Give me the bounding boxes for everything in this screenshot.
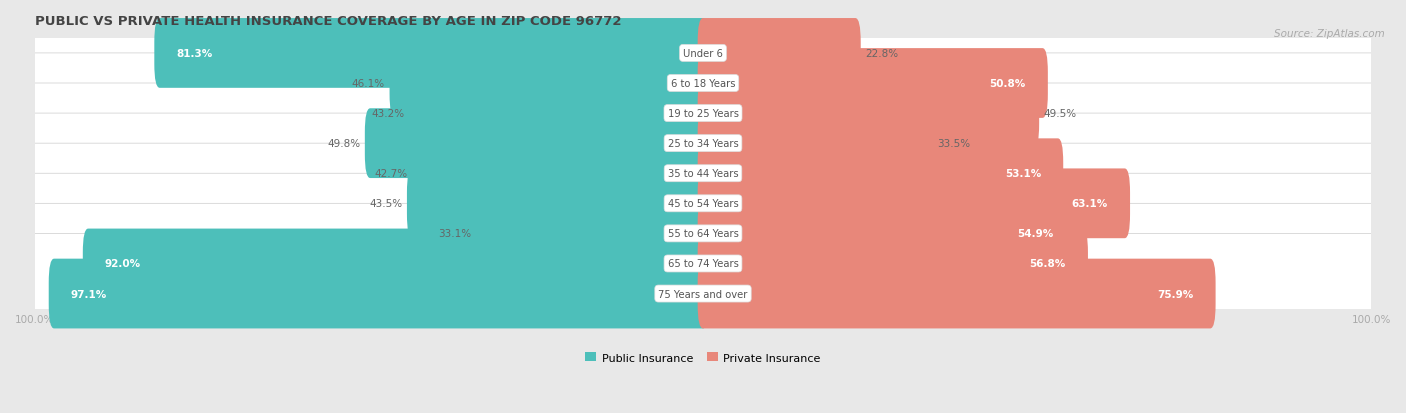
FancyBboxPatch shape (412, 139, 709, 209)
Text: 81.3%: 81.3% (176, 49, 212, 59)
FancyBboxPatch shape (389, 49, 709, 119)
FancyBboxPatch shape (477, 199, 709, 268)
FancyBboxPatch shape (25, 24, 1381, 144)
FancyBboxPatch shape (49, 259, 709, 329)
Text: Under 6: Under 6 (683, 49, 723, 59)
Text: 56.8%: 56.8% (1029, 259, 1066, 269)
Legend: Public Insurance, Private Insurance: Public Insurance, Private Insurance (585, 353, 821, 363)
FancyBboxPatch shape (697, 229, 1088, 299)
Text: PUBLIC VS PRIVATE HEALTH INSURANCE COVERAGE BY AGE IN ZIP CODE 96772: PUBLIC VS PRIVATE HEALTH INSURANCE COVER… (35, 15, 621, 28)
Text: 53.1%: 53.1% (1005, 169, 1042, 179)
Text: Source: ZipAtlas.com: Source: ZipAtlas.com (1274, 29, 1385, 39)
FancyBboxPatch shape (25, 84, 1381, 204)
FancyBboxPatch shape (697, 169, 1130, 239)
Text: 43.2%: 43.2% (371, 109, 405, 119)
FancyBboxPatch shape (25, 174, 1381, 294)
FancyBboxPatch shape (697, 49, 1047, 119)
Text: 42.7%: 42.7% (374, 169, 408, 179)
Text: 97.1%: 97.1% (70, 289, 107, 299)
Text: 19 to 25 Years: 19 to 25 Years (668, 109, 738, 119)
FancyBboxPatch shape (25, 0, 1381, 114)
FancyBboxPatch shape (25, 114, 1381, 234)
FancyBboxPatch shape (697, 139, 1063, 209)
FancyBboxPatch shape (25, 204, 1381, 324)
Text: 25 to 34 Years: 25 to 34 Years (668, 139, 738, 149)
FancyBboxPatch shape (406, 169, 709, 239)
Text: 65 to 74 Years: 65 to 74 Years (668, 259, 738, 269)
Text: 75.9%: 75.9% (1157, 289, 1194, 299)
Text: 33.1%: 33.1% (439, 229, 472, 239)
Text: 92.0%: 92.0% (105, 259, 141, 269)
Text: 75 Years and over: 75 Years and over (658, 289, 748, 299)
Text: 45 to 54 Years: 45 to 54 Years (668, 199, 738, 209)
FancyBboxPatch shape (409, 79, 709, 149)
Text: 55 to 64 Years: 55 to 64 Years (668, 229, 738, 239)
Text: 49.5%: 49.5% (1043, 109, 1077, 119)
FancyBboxPatch shape (25, 234, 1381, 354)
FancyBboxPatch shape (697, 199, 1076, 268)
FancyBboxPatch shape (25, 144, 1381, 264)
Text: 22.8%: 22.8% (866, 49, 898, 59)
FancyBboxPatch shape (25, 54, 1381, 174)
Text: 33.5%: 33.5% (936, 139, 970, 149)
FancyBboxPatch shape (83, 229, 709, 299)
FancyBboxPatch shape (697, 19, 860, 89)
Text: 54.9%: 54.9% (1017, 229, 1053, 239)
Text: 63.1%: 63.1% (1071, 199, 1108, 209)
Text: 35 to 44 Years: 35 to 44 Years (668, 169, 738, 179)
FancyBboxPatch shape (697, 79, 1039, 149)
Text: 43.5%: 43.5% (370, 199, 402, 209)
Text: 49.8%: 49.8% (328, 139, 360, 149)
Text: 6 to 18 Years: 6 to 18 Years (671, 79, 735, 89)
FancyBboxPatch shape (364, 109, 709, 178)
Text: 46.1%: 46.1% (352, 79, 385, 89)
FancyBboxPatch shape (155, 19, 709, 89)
FancyBboxPatch shape (697, 109, 932, 178)
Text: 50.8%: 50.8% (990, 79, 1026, 89)
FancyBboxPatch shape (697, 259, 1216, 329)
